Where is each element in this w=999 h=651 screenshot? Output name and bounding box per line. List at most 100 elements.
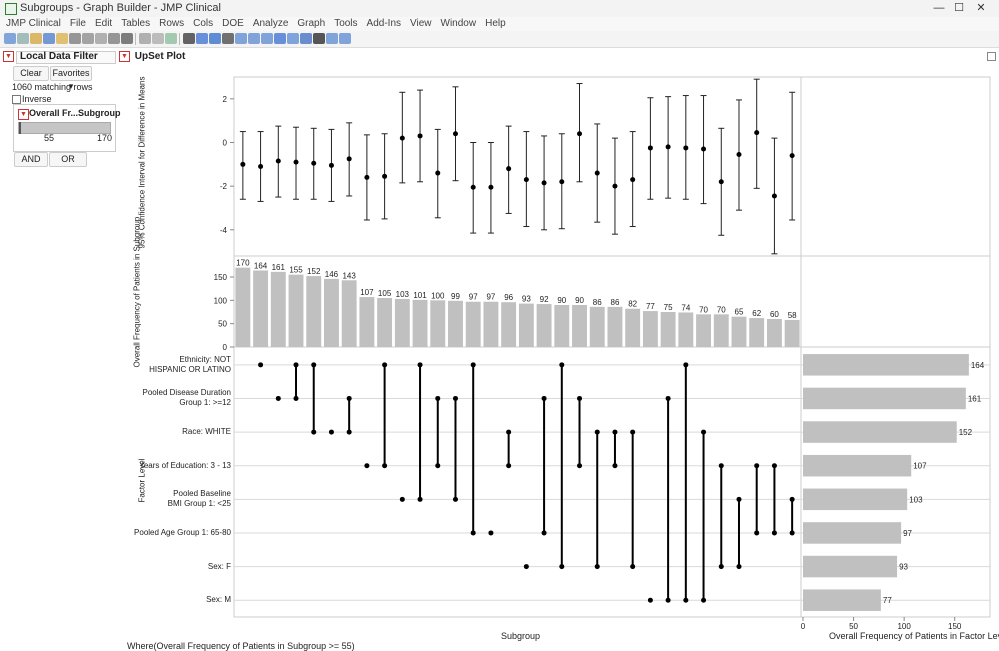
factor-level-bar-label: 107 (913, 462, 927, 471)
menu-help[interactable]: Help (485, 18, 506, 29)
subgroup-bar (412, 299, 428, 347)
membership-dot (488, 530, 494, 536)
freq-ytick-label: 100 (214, 296, 228, 305)
subgroup-bar-label: 70 (699, 305, 708, 314)
ci-mean-point (328, 162, 334, 168)
membership-dot (577, 395, 583, 401)
membership-dot (417, 496, 423, 502)
subgroup-bar-label: 75 (664, 303, 673, 312)
ci-mean-point (754, 130, 760, 136)
lock-icon[interactable] (108, 33, 120, 44)
annotate-tool-icon[interactable] (300, 33, 312, 44)
brush-tool-icon[interactable] (235, 33, 247, 44)
ldf-title: Local Data Filter (20, 51, 98, 62)
menu-window[interactable]: Window (440, 18, 477, 29)
range-min-value[interactable]: 55 (44, 133, 55, 143)
membership-dot (559, 564, 565, 570)
membership-dot (346, 429, 352, 435)
folder-icon[interactable] (56, 33, 68, 44)
subgroup-bar (696, 314, 711, 347)
journal-icon[interactable] (152, 33, 164, 44)
range-slider-min-handle[interactable] (19, 122, 21, 134)
ci-mean-point (470, 184, 476, 190)
inverse-checkbox[interactable] (12, 95, 21, 104)
menu-jmp-clinical[interactable]: JMP Clinical (6, 18, 61, 29)
factor-level-label-line: Sex: M (206, 595, 231, 605)
help-tool-icon[interactable] (196, 33, 208, 44)
graph-options-icon[interactable] (987, 52, 996, 61)
menu-tables[interactable]: Tables (121, 18, 151, 29)
subgroup-bar-label: 86 (611, 298, 620, 307)
menu-analyze[interactable]: Analyze (252, 18, 289, 29)
range-max-value[interactable]: 170 (97, 133, 113, 143)
copy-icon[interactable] (82, 33, 94, 44)
maximize-button[interactable]: ☐ (954, 2, 964, 14)
subgroup-bar (660, 312, 676, 347)
arrow-tool-icon[interactable] (183, 33, 195, 44)
lasso-tool-icon[interactable] (248, 33, 260, 44)
menu-add-ins[interactable]: Add-Ins (366, 18, 402, 29)
menu-rows[interactable]: Rows (159, 18, 185, 29)
membership-dot (523, 564, 529, 570)
membership-dot (382, 463, 388, 469)
subgroup-bar (625, 308, 641, 347)
paste-icon[interactable] (95, 33, 107, 44)
menu-edit[interactable]: Edit (94, 18, 113, 29)
membership-dot (435, 395, 441, 401)
save-icon[interactable] (43, 33, 55, 44)
subgroup-bar-label: 105 (378, 289, 392, 298)
ci-mean-point (736, 151, 742, 157)
factor-level-label: Pooled Age Group 1: 65-80 (111, 528, 231, 538)
hand-tool-icon[interactable] (222, 33, 234, 44)
clear-button[interactable]: Clear (13, 66, 49, 81)
factor-level-label-line: Years of Education: 3 - 13 (139, 460, 231, 470)
crosshair-tool-icon[interactable] (209, 33, 221, 44)
subgroup-bar-label: 146 (325, 270, 339, 279)
window-list-icon[interactable] (139, 33, 151, 44)
close-button[interactable]: ✕ (976, 2, 986, 14)
cut-icon[interactable] (69, 33, 81, 44)
minimize-button[interactable]: — (933, 2, 945, 14)
layout-icon[interactable] (165, 33, 177, 44)
membership-dot (630, 564, 636, 570)
menu-graph[interactable]: Graph (297, 18, 326, 29)
zoom-tool-icon[interactable] (261, 33, 273, 44)
membership-dot (718, 463, 724, 469)
subgroup-bar-label: 100 (431, 291, 445, 300)
or-button[interactable]: OR (49, 152, 87, 167)
subgroup-bar (483, 301, 499, 347)
toolbar (0, 31, 999, 48)
line-tool-icon[interactable] (287, 33, 299, 44)
search-icon[interactable] (121, 33, 133, 44)
subgroup-bar (465, 301, 481, 347)
new-script-icon[interactable] (17, 33, 29, 44)
favorites-dropdown[interactable]: Favorites ▾ (50, 66, 92, 91)
menu-view[interactable]: View (410, 18, 432, 29)
membership-dot (258, 362, 264, 368)
upset-disclosure-icon[interactable]: ▼ (119, 51, 130, 62)
polygon-icon[interactable] (326, 33, 338, 44)
filter-disclosure-icon[interactable]: ▼ (18, 109, 29, 120)
ci-ytick-label: -4 (220, 226, 228, 235)
subgroup-bar (572, 305, 587, 347)
factor-level-label-line: HISPANIC OR LATINO (149, 364, 231, 374)
range-slider[interactable] (18, 122, 111, 134)
menu-tools[interactable]: Tools (334, 18, 358, 29)
factor-level-bar-label: 77 (883, 596, 892, 605)
membership-dot (630, 429, 636, 435)
menu-cols[interactable]: Cols (193, 18, 214, 29)
simple-shape-icon[interactable] (313, 33, 325, 44)
ci-mean-point (789, 153, 795, 159)
and-button[interactable]: AND (14, 152, 48, 167)
ellipse-icon[interactable] (339, 33, 351, 44)
ldf-disclosure-icon[interactable]: ▼ (3, 51, 14, 62)
membership-dot (701, 429, 707, 435)
freq-ytick-label: 150 (214, 273, 228, 282)
factor-level-bar (803, 555, 898, 578)
crosshair2-tool-icon[interactable] (274, 33, 286, 44)
open-icon[interactable] (30, 33, 42, 44)
new-data-table-icon[interactable] (4, 33, 16, 44)
menu-doe[interactable]: DOE (222, 18, 244, 29)
menu-file[interactable]: File (69, 18, 86, 29)
